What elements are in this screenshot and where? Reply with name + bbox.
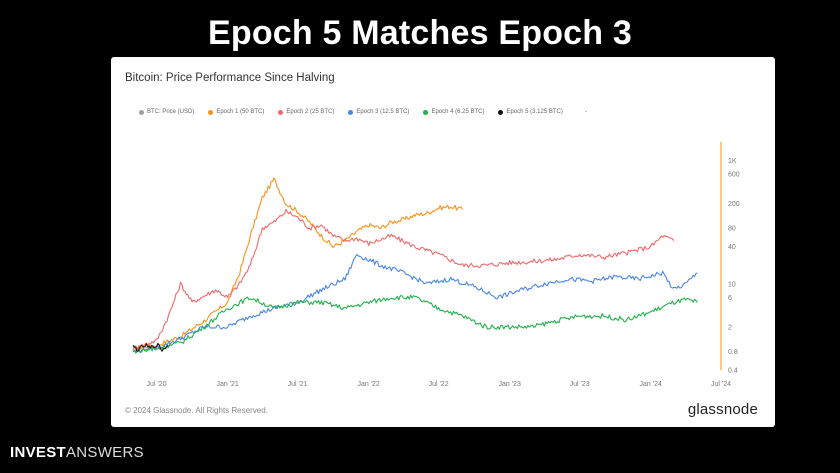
- y-tick-label: 200: [728, 201, 740, 208]
- legend-item-4[interactable]: Epoch 4 (6.25 BTC): [423, 109, 484, 115]
- glassnode-logo: glassnode: [687, 401, 758, 418]
- legend-label: Epoch 4 (6.25 BTC): [431, 109, 485, 115]
- x-tick-label: Jul '21: [288, 381, 308, 388]
- y-tick-label: 600: [728, 172, 740, 179]
- series-line-0: [132, 177, 463, 351]
- investanswers-logo: INVESTANSWERS: [10, 444, 144, 461]
- chart-legend: BTC: Price (USD) Epoch 1 (50 BTC) Epoch 2 …: [139, 109, 587, 115]
- legend-swatch: [348, 109, 354, 115]
- x-tick-label: Jan '23: [498, 381, 520, 388]
- series-line-1: [132, 208, 675, 351]
- legend-item-2[interactable]: Epoch 2 (25 BTC): [278, 109, 334, 115]
- x-tick-label: Jul '24: [711, 381, 731, 388]
- legend-label: Epoch 5 (3.125 BTC): [506, 109, 563, 115]
- slide-title: Epoch 5 Matches Epoch 3: [207, 14, 633, 52]
- price-performance-chart: 1K 600 200 80 40 10 6 2 0.8 0.4 Jul '20 Jan '21 Jul …: [132, 142, 740, 388]
- x-tick-label: Jan '22: [357, 381, 379, 388]
- y-tick-label: 1K: [728, 158, 737, 165]
- legend-swatch: [278, 109, 284, 115]
- legend-swatch: [498, 109, 504, 115]
- chart-card: Bitcoin: Price Performance Since Halving…: [111, 57, 775, 427]
- series-line-4: [132, 342, 169, 352]
- y-tick-label: 10: [728, 281, 736, 288]
- y-tick-label: 2: [728, 324, 732, 331]
- series-line-2: [132, 253, 698, 354]
- legend-extra: -: [584, 109, 587, 115]
- x-tick-label: Jan '21: [216, 381, 238, 388]
- legend-swatch: [208, 109, 214, 115]
- legend-label: Epoch 2 (25 BTC): [286, 109, 335, 115]
- legend-item-0[interactable]: BTC: Price (USD): [139, 109, 194, 115]
- y-tick-label: 0.4: [728, 368, 738, 375]
- legend-item-5[interactable]: Epoch 5 (3.125 BTC): [498, 109, 563, 115]
- legend-swatch: [423, 109, 429, 115]
- y-tick-label: 6: [728, 295, 732, 302]
- x-tick-label: Jul '23: [570, 381, 590, 388]
- legend-item-1[interactable]: Epoch 1 (50 BTC): [208, 109, 264, 115]
- x-tick-label: Jul '22: [429, 381, 449, 388]
- legend-label: Epoch 3 (12.5 BTC): [356, 109, 410, 115]
- x-tick-label: Jan '24: [640, 381, 662, 388]
- chart-title: Bitcoin: Price Performance Since Halving: [125, 72, 335, 84]
- y-tick-label: 0.8: [728, 349, 738, 356]
- logo-bold-part: INVEST: [10, 444, 66, 461]
- y-tick-label: 40: [728, 244, 736, 251]
- series-line-3: [132, 294, 698, 354]
- y-tick-label: 80: [728, 226, 736, 233]
- legend-swatch: [139, 109, 144, 115]
- legend-label: Epoch 1 (50 BTC): [216, 109, 265, 115]
- x-tick-label: Jul '20: [147, 381, 167, 388]
- copyright-text: © 2024 Glassnode. All Rights Reserved.: [125, 406, 268, 415]
- legend-label: BTC: Price (USD): [147, 109, 195, 115]
- legend-item-3[interactable]: Epoch 3 (12.5 BTC): [348, 109, 409, 115]
- logo-light-part: ANSWERS: [65, 444, 144, 461]
